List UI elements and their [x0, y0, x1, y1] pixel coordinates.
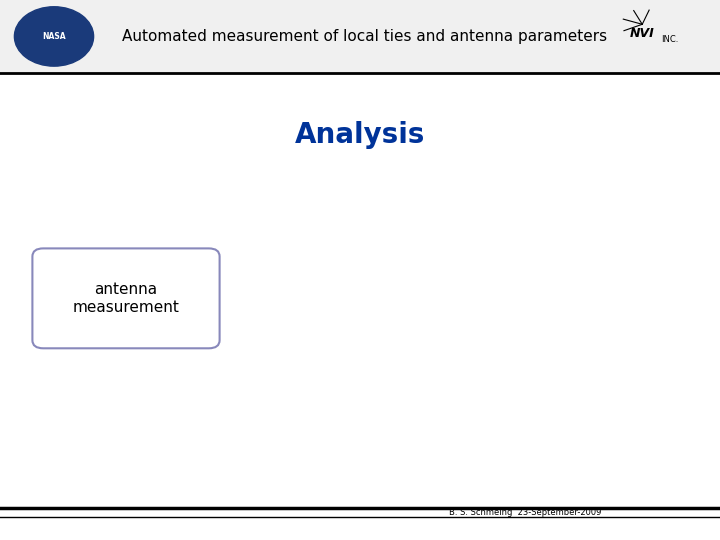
FancyBboxPatch shape — [0, 0, 720, 73]
Text: antenna
measurement: antenna measurement — [73, 282, 179, 314]
Text: B. S. Schmeing  23-September-2009: B. S. Schmeing 23-September-2009 — [449, 508, 602, 517]
Circle shape — [14, 6, 94, 66]
Text: NVI: NVI — [630, 27, 654, 40]
Text: NASA: NASA — [42, 32, 66, 41]
Text: Automated measurement of local ties and antenna parameters: Automated measurement of local ties and … — [122, 29, 608, 44]
Text: INC.: INC. — [661, 35, 678, 44]
Text: Analysis: Analysis — [294, 121, 426, 149]
FancyBboxPatch shape — [32, 248, 220, 348]
